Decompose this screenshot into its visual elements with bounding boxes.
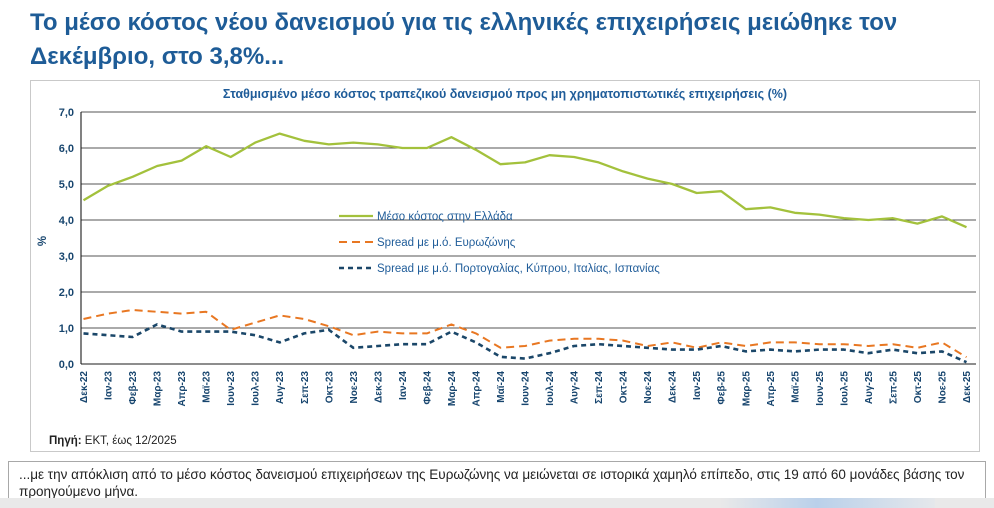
y-tick-label: 1,0	[59, 323, 74, 335]
x-tick-label: Δεκ-22	[79, 371, 90, 403]
source-label: Πηγή:	[49, 435, 82, 447]
chart-panel: Σταθμισμένο μέσο κόστος τραπεζικού δανει…	[30, 80, 980, 452]
y-tick-label: 6,0	[59, 143, 74, 155]
x-tick-label: Δεκ-25	[962, 371, 973, 403]
page-title: Το μέσο κόστος νέου δανεισμού για τις ελ…	[30, 9, 898, 70]
x-tick-label: Φεβ-25	[717, 371, 728, 405]
bottom-glow-decoration	[720, 498, 935, 508]
x-tick-label: Μαϊ-23	[202, 371, 213, 403]
legend-label-0: Μέσο κόστος στην Ελλάδα	[377, 211, 513, 223]
source-text: ΕΚΤ, έως 12/2025	[81, 435, 177, 447]
x-tick-label: Απρ-25	[766, 371, 777, 407]
x-tick-label: Αυγ-23	[275, 371, 286, 404]
x-tick-label: Μαρ-23	[153, 371, 164, 407]
y-tick-label: 2,0	[59, 287, 74, 299]
x-tick-label: Σεπ-24	[594, 371, 605, 404]
legend-label-2: Spread με μ.ό. Πορτογαλίας, Κύπρου, Ιταλ…	[377, 263, 660, 275]
series-line-0	[82, 132, 967, 229]
x-tick-label: Δεκ-24	[668, 371, 679, 403]
y-tick-label: 3,0	[59, 251, 74, 263]
x-tick-label: Ιουν-24	[521, 371, 532, 406]
y-tick-label: 5,0	[59, 179, 74, 191]
x-tick-label: Απρ-23	[177, 371, 188, 407]
x-tick-label: Φεβ-24	[422, 371, 433, 405]
x-tick-label: Νοε-23	[349, 371, 360, 404]
x-tick-label: Μαϊ-24	[496, 371, 507, 403]
x-tick-label: Νοε-24	[643, 371, 654, 404]
x-tick-label: Σεπ-25	[888, 371, 899, 404]
series-line-1	[83, 309, 968, 359]
y-tick-label: 7,0	[59, 107, 74, 119]
x-tick-label: Αυγ-25	[864, 371, 875, 404]
x-tick-label: Σεπ-23	[300, 371, 311, 404]
bottom-strip	[0, 498, 994, 508]
x-tick-label: Ιουλ-24	[545, 371, 556, 406]
x-tick-label: Μαρ-24	[447, 371, 458, 407]
x-tick-label: Ιαν-23	[104, 371, 115, 400]
y-axis-unit-label: %	[37, 236, 49, 246]
x-tick-label: Φεβ-23	[128, 371, 139, 405]
x-tick-label: Απρ-24	[471, 371, 482, 407]
legend-label-1: Spread με μ.ό. Ευρωζώνης	[377, 237, 516, 249]
x-tick-label: Οκτ-25	[913, 371, 924, 404]
chart-title: Σταθμισμένο μέσο κόστος τραπεζικού δανει…	[222, 87, 788, 101]
x-tick-label: Οκτ-24	[619, 371, 630, 404]
x-tick-label: Ιαν-24	[398, 371, 409, 400]
y-tick-label: 0,0	[59, 359, 74, 371]
y-tick-label: 4,0	[59, 215, 74, 227]
x-tick-label: Αυγ-24	[570, 371, 581, 404]
x-tick-label: Μαρ-25	[741, 371, 752, 407]
x-tick-label: Οκτ-23	[324, 371, 335, 404]
x-tick-label: Ιαν-25	[692, 371, 703, 400]
x-tick-label: Δεκ-23	[373, 371, 384, 403]
x-tick-label: Ιουν-25	[815, 371, 826, 406]
source-line: Πηγή: ΕΚΤ, έως 12/2025	[49, 435, 979, 447]
x-tick-label: Ιουλ-25	[839, 371, 850, 406]
x-tick-label: Μαϊ-25	[790, 371, 801, 403]
footer-note: ...με την απόκλιση από το μέσο κόστος δα…	[8, 461, 986, 505]
x-tick-label: Ιουλ-23	[251, 371, 262, 406]
x-tick-label: Ιουν-23	[226, 371, 237, 406]
line-chart: 0,0 1,0 2,0 3,0 4,0 5,0 6,0 7,0% Δεκ-22 Ιαν-23 Φεβ…	[37, 107, 976, 407]
x-tick-label: Νοε-25	[937, 371, 948, 404]
